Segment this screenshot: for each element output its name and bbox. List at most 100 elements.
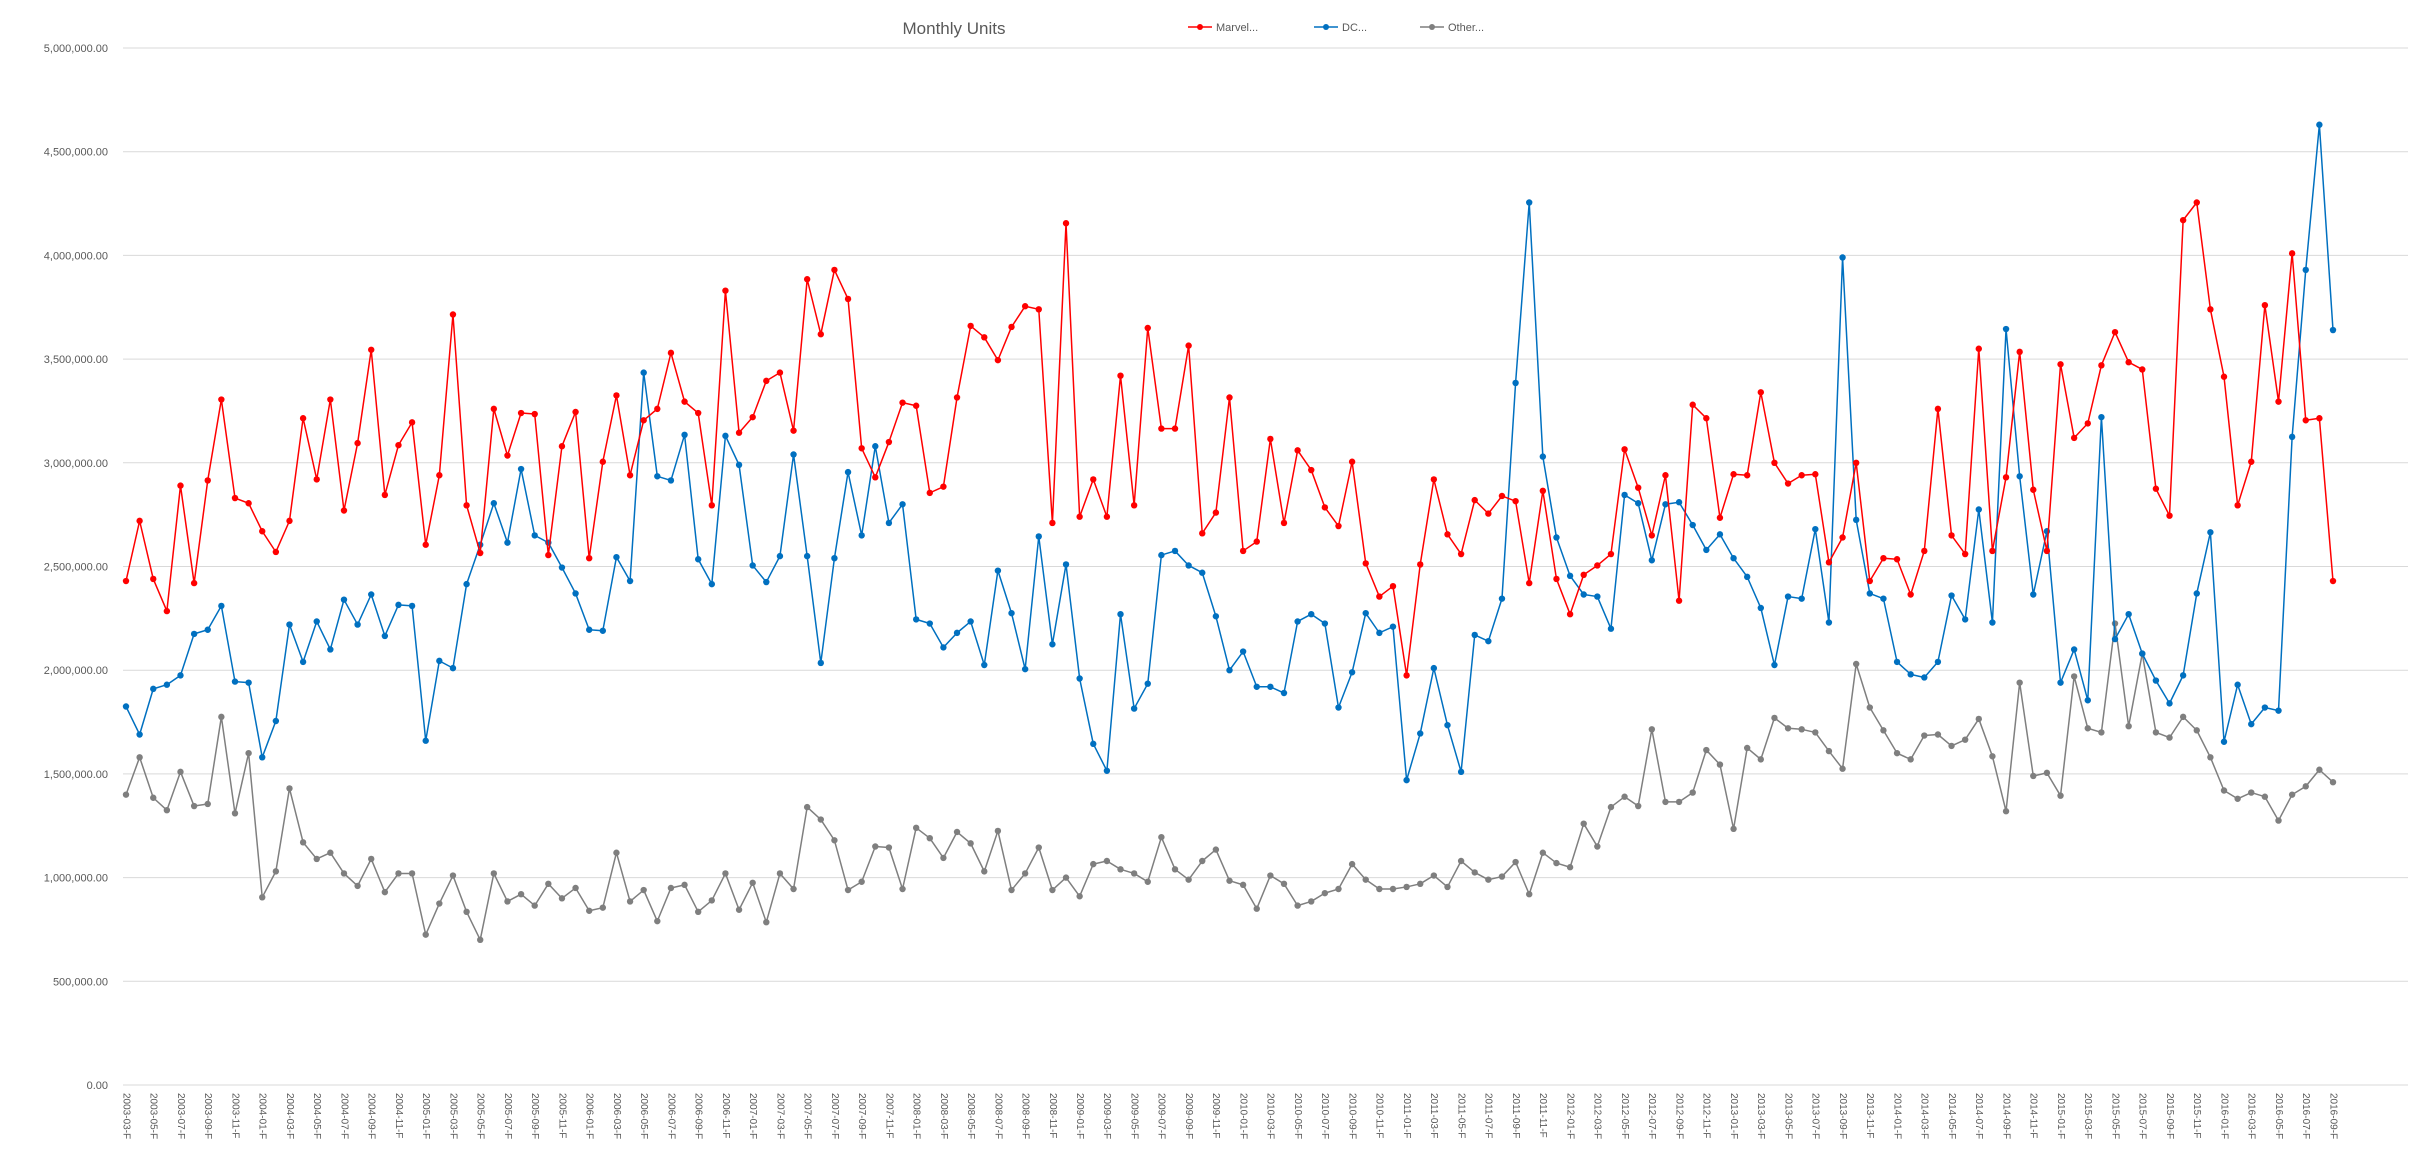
data-point-dc: [899, 501, 906, 508]
data-point-marvel: [2316, 415, 2323, 422]
data-point-other: [817, 816, 824, 823]
x-tick-label: 2008-07-F: [992, 1093, 1003, 1139]
data-point-dc: [1934, 658, 1942, 666]
data-point-dc: [2070, 646, 2078, 653]
x-tick-label: 2005-07-F: [502, 1093, 513, 1139]
data-point-marvel: [1812, 471, 1819, 478]
data-point-marvel: [1471, 496, 1478, 504]
data-point-dc: [912, 616, 920, 623]
x-tick-label: 2012-01-F: [1564, 1093, 1575, 1139]
data-point-marvel: [626, 472, 634, 479]
data-point-dc: [1008, 609, 1015, 617]
data-point-other: [1253, 905, 1260, 912]
data-point-marvel: [1049, 519, 1056, 527]
data-point-other: [1648, 726, 1656, 733]
x-tick-label: 2007-05-F: [802, 1093, 813, 1139]
data-point-marvel: [1308, 466, 1315, 474]
x-tick-label: 2005-01-F: [420, 1093, 431, 1139]
data-point-marvel: [1594, 562, 1601, 569]
data-point-dc: [1130, 705, 1138, 712]
data-point-other: [1008, 886, 1015, 894]
x-tick-label: 2016-07-F: [2300, 1093, 2311, 1139]
data-point-dc: [299, 658, 307, 666]
data-point-other: [1893, 749, 1901, 757]
data-point-marvel: [981, 334, 988, 341]
data-point-marvel: [1362, 560, 1369, 567]
data-point-dc: [708, 580, 716, 588]
data-point-marvel: [912, 402, 920, 409]
data-point-dc: [1566, 572, 1574, 580]
data-point-dc: [1975, 506, 1982, 513]
data-point-dc: [776, 552, 784, 560]
x-tick-label: 2012-11-F: [1701, 1093, 1712, 1138]
data-point-marvel: [2234, 502, 2241, 509]
data-point-other: [953, 828, 961, 836]
data-point-marvel: [1648, 532, 1656, 539]
data-point-marvel: [1730, 471, 1737, 478]
data-point-other: [231, 810, 239, 817]
data-point-other: [1880, 727, 1887, 734]
data-point-other: [749, 879, 756, 886]
data-point-marvel: [2125, 359, 2132, 366]
y-tick-label: 3,000,000.00: [44, 458, 108, 470]
x-tick-label: 2007-07-F: [829, 1093, 840, 1139]
x-tick-label: 2005-11-F: [556, 1093, 567, 1138]
data-point-dc: [1471, 631, 1478, 639]
legend-marker-dc: [1323, 24, 1329, 30]
data-point-marvel: [1239, 547, 1247, 555]
data-point-dc: [1321, 620, 1329, 627]
data-point-other: [681, 881, 688, 889]
x-tick-label: 2006-03-F: [611, 1093, 622, 1139]
data-point-other: [912, 824, 920, 832]
data-point-dc: [218, 602, 225, 610]
data-point-dc: [640, 369, 647, 376]
data-point-other: [1948, 742, 1955, 750]
data-point-other: [204, 800, 211, 808]
data-point-dc: [1961, 616, 1969, 623]
data-point-other: [368, 855, 375, 863]
data-point-dc: [1035, 533, 1042, 540]
data-point-dc: [463, 580, 470, 588]
data-point-marvel: [2329, 577, 2337, 585]
x-tick-label: 2003-11-F: [229, 1093, 240, 1138]
data-point-dc: [1798, 595, 1805, 602]
data-point-other: [1130, 870, 1138, 877]
data-point-other: [1703, 746, 1710, 754]
data-point-other: [2316, 766, 2323, 773]
data-point-marvel: [504, 452, 511, 459]
legend-marker-marvel: [1197, 24, 1203, 30]
data-point-marvel: [2111, 328, 2119, 336]
x-tick-label: 2011-05-F: [1455, 1093, 1466, 1138]
data-point-dc: [626, 577, 634, 585]
data-point-dc: [763, 578, 770, 586]
data-point-dc: [1989, 619, 1996, 626]
data-point-marvel: [2016, 348, 2023, 356]
data-point-dc: [1866, 590, 1874, 597]
data-point-other: [2220, 787, 2228, 794]
x-tick-label: 2003-05-F: [148, 1093, 159, 1139]
data-point-dc: [1239, 648, 1247, 655]
data-point-marvel: [545, 551, 552, 559]
data-point-marvel: [531, 410, 538, 418]
data-point-marvel: [1280, 519, 1288, 527]
data-point-marvel: [177, 482, 184, 489]
data-point-other: [245, 749, 252, 757]
data-point-dc: [1308, 611, 1315, 618]
x-tick-label: 2004-05-F: [311, 1093, 322, 1139]
x-tick-label: 2011-11-F: [1537, 1093, 1548, 1138]
data-point-dc: [1716, 531, 1724, 538]
data-point-other: [1226, 877, 1233, 884]
data-point-dc: [994, 567, 1002, 574]
data-point-marvel: [1267, 435, 1274, 443]
data-point-dc: [572, 590, 579, 597]
data-point-other: [831, 837, 838, 844]
data-point-dc: [681, 431, 688, 438]
data-point-marvel: [586, 555, 593, 562]
data-point-dc: [395, 601, 402, 609]
data-point-dc: [2002, 325, 2010, 333]
data-point-dc: [1730, 555, 1737, 562]
data-point-dc: [531, 532, 538, 539]
data-point-dc: [817, 659, 824, 667]
data-point-marvel: [395, 441, 402, 449]
data-point-marvel: [313, 476, 320, 483]
